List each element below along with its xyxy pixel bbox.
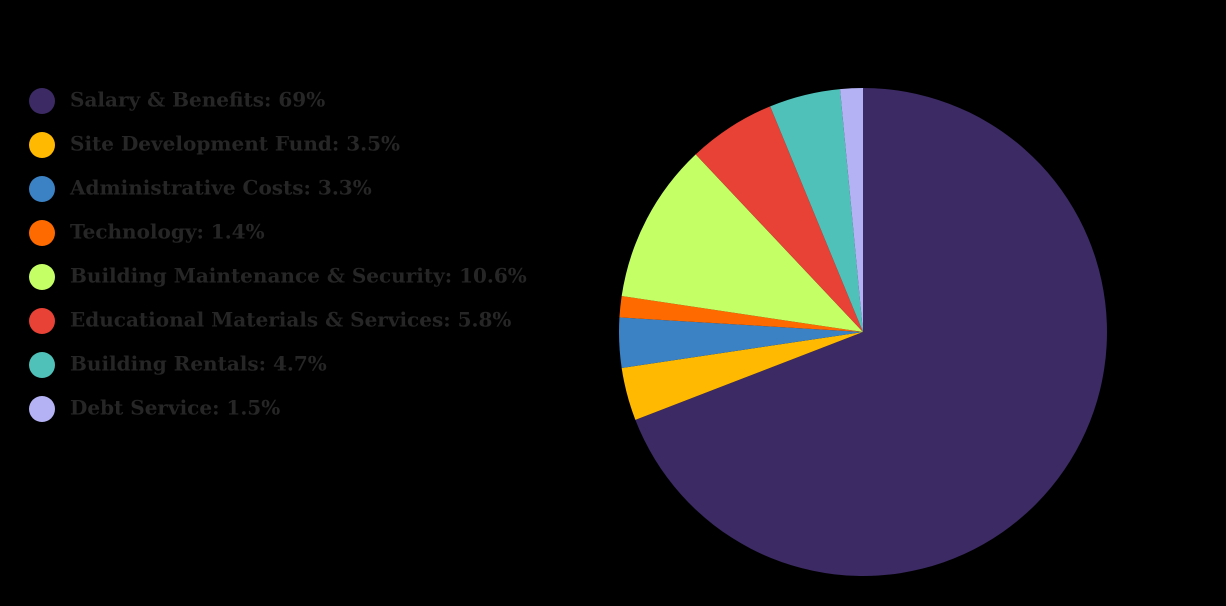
legend-label: Building Maintenance & Security: 10.6%	[70, 264, 527, 288]
legend-swatch	[29, 396, 55, 422]
pie-slice	[621, 154, 863, 332]
pie-slice	[839, 88, 863, 332]
legend-swatch	[29, 132, 55, 158]
pie-slice	[619, 296, 863, 332]
legend-label: Technology: 1.4%	[70, 220, 265, 244]
legend-swatch	[29, 352, 55, 378]
legend-label: Debt Service: 1.5%	[70, 396, 280, 420]
legend-swatch	[29, 176, 55, 202]
legend-swatch	[29, 264, 55, 290]
pie-slice	[621, 332, 863, 420]
legend-label: Educational Materials & Services: 5.8%	[70, 308, 511, 332]
legend-label: Salary & Benefits: 69%	[70, 88, 325, 112]
legend-swatch	[29, 88, 55, 114]
pie-slice	[635, 88, 1108, 577]
legend-swatch	[29, 308, 55, 334]
pie-slice	[770, 89, 863, 332]
legend-swatch	[29, 220, 55, 246]
pie-slice	[695, 106, 863, 332]
legend-label: Administrative Costs: 3.3%	[69, 176, 372, 200]
legend-label: Building Rentals: 4.7%	[70, 352, 327, 376]
legend-label: Site Development Fund: 3.5%	[70, 132, 400, 156]
pie-slice	[619, 317, 863, 368]
